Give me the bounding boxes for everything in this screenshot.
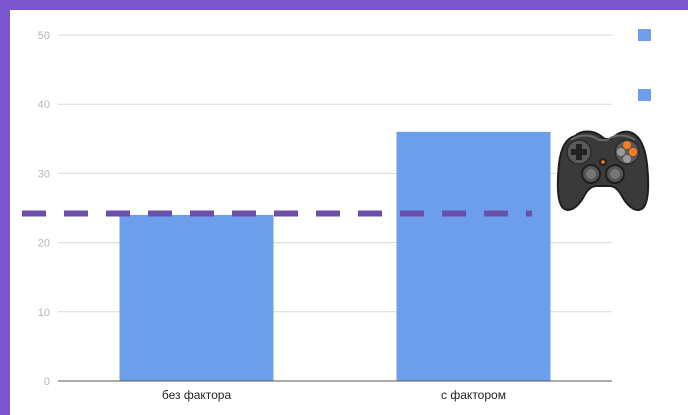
- legend: [638, 29, 651, 101]
- y-tick-label-0: 0: [44, 376, 50, 388]
- y-tick-label-10: 10: [38, 307, 50, 319]
- x-category-label-0: без фактора: [162, 388, 232, 402]
- x-axis-category-labels: без фактора с фактором: [162, 388, 506, 402]
- x-category-label-1: с фактором: [441, 388, 506, 402]
- legend-swatch-1: [638, 89, 651, 101]
- y-tick-label-20: 20: [38, 238, 50, 250]
- y-tick-label-50: 50: [38, 30, 50, 42]
- bar-1: [396, 131, 551, 381]
- bars: [119, 131, 551, 381]
- bar-0: [119, 214, 274, 381]
- y-tick-label-30: 30: [38, 168, 50, 180]
- legend-swatch-0: [638, 29, 651, 41]
- chart-stage: 0 10 20 30 40 50 без фактора с фактором: [10, 10, 688, 415]
- y-tick-label-40: 40: [38, 99, 50, 111]
- game-controller-icon: [556, 130, 650, 211]
- bar-chart: 0 10 20 30 40 50 без фактора с фактором: [22, 29, 651, 402]
- y-axis-tick-labels: 0 10 20 30 40 50: [38, 30, 50, 388]
